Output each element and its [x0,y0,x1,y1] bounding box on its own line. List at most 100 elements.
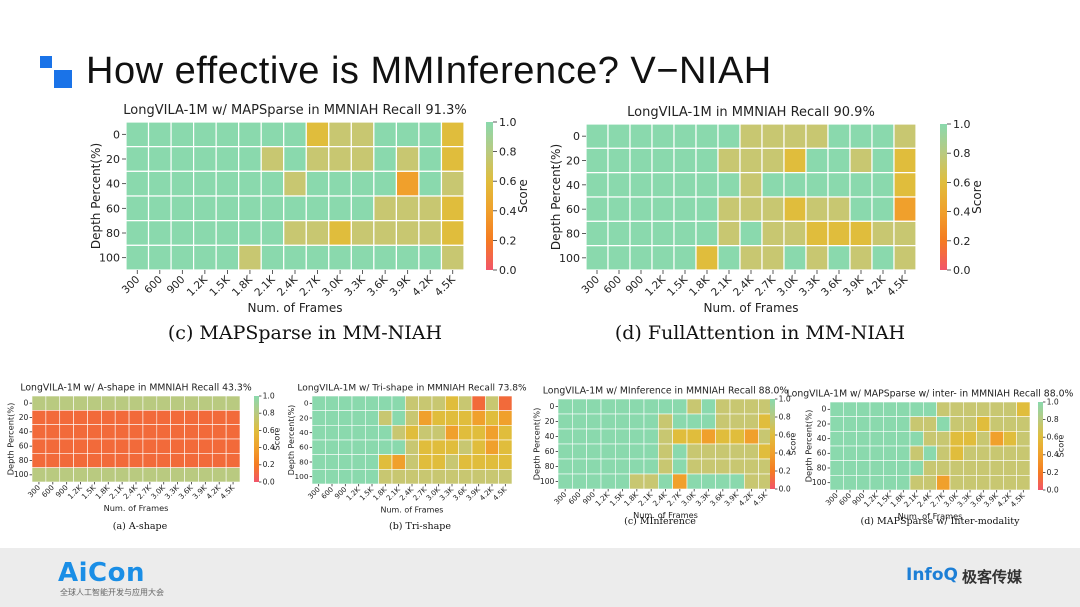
heatmap-cell [147,244,172,271]
heatmap-cell [283,146,307,172]
heatmap-cell [686,428,702,445]
heatmap-cell [485,425,499,441]
colorbar-tick-label: 0.0 [499,264,517,277]
heatmap-cell [963,401,977,417]
heatmap-cell [883,460,897,476]
heatmap-cell [350,170,375,197]
heatmap-cell [350,121,375,148]
x-tick-label: 600 [601,274,624,297]
heatmap-cell [849,172,873,198]
heatmap-cell [311,425,326,441]
heatmap-cell [59,467,74,483]
heatmap-cell [147,220,172,246]
heatmap-cell [976,445,991,461]
heatmap-cell [184,424,199,440]
heatmap-cell [125,170,150,197]
heatmap-cell [783,123,807,149]
heatmap-cell [485,454,499,470]
x-tick-label: 3.3K [797,273,823,299]
heatmap-cell [695,172,719,198]
heatmap-cell [142,424,158,440]
heatmap-cell [418,425,433,441]
heatmap-cell [170,146,195,172]
heatmap-cell [871,172,895,198]
heatmap-cell [311,395,326,411]
heatmap-cell [629,443,645,460]
chart-title: LongVILA-1M w/ MAPSparse w/ inter- in MM… [787,388,1074,399]
heatmap-cell [893,196,917,222]
heatmap-cell [896,460,911,476]
heatmap-cells [31,395,241,483]
x-axis-label: Num. of Frames [248,301,343,315]
x-axis-label: Num. of Frames [633,510,698,520]
x-tick-label: 900 [165,274,188,297]
heatmap-cell [607,245,631,271]
heatmap-cell [989,460,1004,476]
x-tick-label: 1.5K [608,490,626,508]
heatmap-cell [909,431,924,447]
x-tick-label: 600 [40,483,56,499]
heatmap-cells [585,123,917,271]
heatmap-cell [849,220,873,247]
heatmap-cell [498,439,513,455]
heatmap-cell [686,473,702,490]
heatmap-cell [147,195,172,222]
heatmap-cell [871,245,895,271]
heatmap-cell [418,454,433,470]
x-tick-label: 1.8K [230,273,256,299]
heatmap-cell [192,244,217,271]
x-tick-label: 1.2K [643,273,669,299]
heatmap-cell [1003,431,1017,447]
y-tick-label: 20 [817,419,827,428]
colorbar-label: Score [516,179,530,213]
heatmap-cell [395,146,420,172]
heatmap-cell [114,453,130,468]
heatmap-cell [600,398,616,415]
heatmap-cells [311,395,513,485]
heatmap-cell [843,475,857,491]
y-tick-label: 60 [106,202,120,215]
heatmap-cell [629,398,645,415]
heatmap-cell [184,453,199,468]
heatmap-cell [557,443,573,460]
y-tick-label: 40 [299,428,309,437]
heatmap-cell [761,147,785,174]
heatmap-cell [395,244,420,271]
heatmap-cell [701,458,716,475]
heatmap-cell [305,195,330,222]
heatmap-cell [883,416,897,432]
heatmap-cells [557,398,774,490]
heatmap-cell [600,458,616,475]
heatmap-cell [73,395,88,411]
x-tick-label: 4.5K [491,485,509,503]
heatmap-cell [405,425,419,441]
heatmap-cell [45,410,61,425]
heatmap-cell [1016,416,1031,432]
heatmap-cell [615,398,630,415]
heatmap-cell [701,413,716,430]
heatmap-cell [729,413,745,430]
heatmap-cell [215,121,240,148]
heatmap-cell [869,445,884,461]
slide-title: How effective is MMInference? V−NIAH [86,50,772,92]
heatmap-cell [871,123,895,149]
heatmap-cell [211,467,227,483]
x-tick-label: 3.0K [775,273,801,299]
heatmap-cell [761,196,785,222]
heatmap-cell [936,460,951,476]
heatmap-cell [365,425,379,441]
heatmap-cell [729,473,745,490]
heatmap-cell [856,416,871,432]
heatmap-cell [418,146,443,172]
x-tick-label: 2.7K [753,273,779,299]
heatmap-cell [431,454,446,470]
y-tick-label: 40 [566,179,580,192]
heatmap-cell [351,469,366,485]
heatmap-cell [45,467,61,483]
heatmap-cell [391,410,406,426]
colorbar-tick-label: 0.4 [953,206,971,219]
heatmap-cell [805,123,829,149]
colorbar-tick-label: 0.0 [779,484,791,493]
heatmap-cell [658,398,673,415]
heatmap-cell [458,454,473,470]
